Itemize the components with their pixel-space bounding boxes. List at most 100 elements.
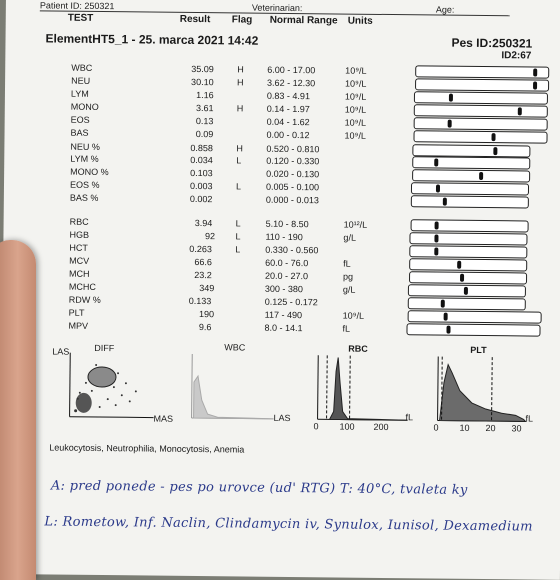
plt-unit: fL — [525, 413, 534, 424]
row-test-name: RBC — [69, 216, 89, 227]
row-value-marker — [464, 286, 469, 295]
row-flag: L — [235, 244, 241, 255]
row-range-bar — [412, 130, 548, 144]
hand-holding-paper — [0, 240, 36, 580]
row-result: 3.94 — [194, 217, 213, 229]
col-normal-range: Normal Range — [269, 14, 338, 27]
col-result: Result — [179, 13, 211, 26]
row-result: 349 — [199, 283, 215, 294]
row-unit: g/L — [342, 284, 356, 295]
row-range-bar — [412, 156, 531, 170]
row-range-bar — [414, 91, 549, 105]
rbc-histogram-graphic — [317, 355, 408, 421]
row-normal-range: 3.62 - 12.30 — [267, 77, 316, 89]
row-value-marker — [434, 221, 439, 230]
col-test: TEST — [67, 12, 94, 24]
row-range-bar — [407, 310, 542, 324]
row-normal-range: 0.04 - 1.62 — [266, 116, 310, 128]
row-test-name: PLT — [68, 307, 85, 318]
plt-tick-0: 0 — [433, 422, 439, 433]
row-flag: H — [236, 103, 244, 114]
interpretation-text: Leukocytosis, Neutrophilia, Monocytosis,… — [49, 442, 245, 455]
row-normal-range: 0.120 - 0.330 — [266, 155, 320, 167]
row-flag: L — [235, 231, 241, 242]
row-value-marker — [442, 197, 447, 206]
diff-scatter-graphic — [69, 352, 154, 419]
row-test-name: EOS — [70, 114, 90, 125]
row-test-name: MCHC — [68, 281, 96, 292]
row-normal-range: 0.00 - 0.12 — [266, 129, 310, 141]
row-test-name: NEU % — [70, 141, 100, 152]
row-test-name: RDW % — [68, 294, 101, 306]
row-normal-range: 0.330 - 0.560 — [265, 244, 319, 256]
row-range-bar — [409, 245, 528, 259]
row-range-bar — [408, 258, 528, 272]
age-label: Age: — [435, 4, 455, 15]
row-unit: 10⁹/L — [345, 65, 367, 76]
row-value-marker — [478, 171, 483, 181]
row-normal-range: 0.000 - 0.013 — [265, 194, 319, 206]
row-value-marker — [440, 299, 445, 308]
row-normal-range: 8.0 - 14.1 — [264, 322, 303, 334]
row-normal-range: 300 - 380 — [264, 283, 304, 295]
row-value-marker — [434, 158, 439, 167]
row-normal-range: 60.0 - 76.0 — [265, 257, 309, 269]
row-value-marker — [449, 93, 454, 102]
row-normal-range: 110 - 190 — [265, 231, 303, 243]
row-range-bar — [407, 297, 526, 311]
row-flag: L — [236, 155, 242, 166]
row-flag: H — [237, 77, 244, 88]
row-value-marker — [434, 247, 439, 256]
row-value-marker — [456, 260, 462, 269]
row-test-name: HGB — [69, 229, 90, 240]
row-unit: 10⁹/L — [345, 78, 367, 89]
plt-tick-30: 30 — [511, 423, 522, 434]
row-test-name: HCT — [69, 242, 88, 253]
row-unit: fL — [343, 258, 351, 269]
row-test-name: BAS — [70, 127, 89, 138]
row-result: 30.10 — [191, 76, 214, 88]
wbc-histogram-graphic — [191, 353, 274, 420]
row-unit: 10⁹/L — [344, 104, 367, 115]
row-unit: 10⁹/L — [344, 130, 366, 141]
row-test-name: WBC — [71, 62, 93, 73]
row-value-marker — [443, 312, 448, 321]
row-normal-range: 20.0 - 27.0 — [265, 270, 309, 282]
row-unit: g/L — [343, 232, 357, 243]
row-value-marker — [533, 68, 538, 77]
row-range-bar — [410, 219, 529, 233]
row-normal-range: 0.14 - 1.97 — [266, 103, 310, 115]
row-range-bar — [411, 169, 530, 183]
row-normal-range: 0.83 - 4.91 — [266, 90, 311, 102]
row-normal-range: 117 - 490 — [264, 309, 303, 321]
row-result: 0.13 — [195, 115, 214, 127]
diff-scatterplot: DIFF LAS MAS — [52, 343, 173, 426]
row-result: 3.61 — [195, 102, 214, 114]
row-result: 0.263 — [189, 243, 212, 255]
row-result: 0.034 — [190, 154, 213, 166]
row-flag: L — [235, 181, 242, 192]
plt-tick-20: 20 — [485, 423, 496, 434]
col-flag: Flag — [231, 14, 253, 26]
row-value-marker — [490, 133, 496, 142]
plt-tick-10: 10 — [459, 422, 470, 433]
row-range-bar — [410, 195, 529, 209]
row-result: 0.103 — [190, 167, 213, 179]
row-unit: 10¹²/L — [343, 219, 368, 230]
row-value-marker — [532, 81, 537, 90]
row-unit: 10⁹/L — [344, 91, 367, 102]
row-value-marker — [436, 184, 441, 193]
species-id: Pes ID:250321 — [451, 35, 533, 51]
handwritten-treatment: L: Rometow, Inf. Naclin, Clindamycin iv,… — [44, 514, 533, 535]
row-range-bar — [408, 271, 527, 285]
row-unit: 10⁹/L — [344, 117, 367, 128]
rbc-tick-0: 0 — [313, 421, 319, 432]
row-normal-range: 6.00 - 17.00 — [267, 64, 316, 76]
row-range-bar — [409, 232, 528, 246]
id2: ID2:67 — [501, 50, 532, 62]
row-result: 0.858 — [190, 142, 213, 154]
row-test-name: MONO % — [70, 166, 109, 178]
row-result: 9.6 — [198, 322, 212, 333]
row-normal-range: 0.520 - 0.810 — [266, 143, 320, 155]
